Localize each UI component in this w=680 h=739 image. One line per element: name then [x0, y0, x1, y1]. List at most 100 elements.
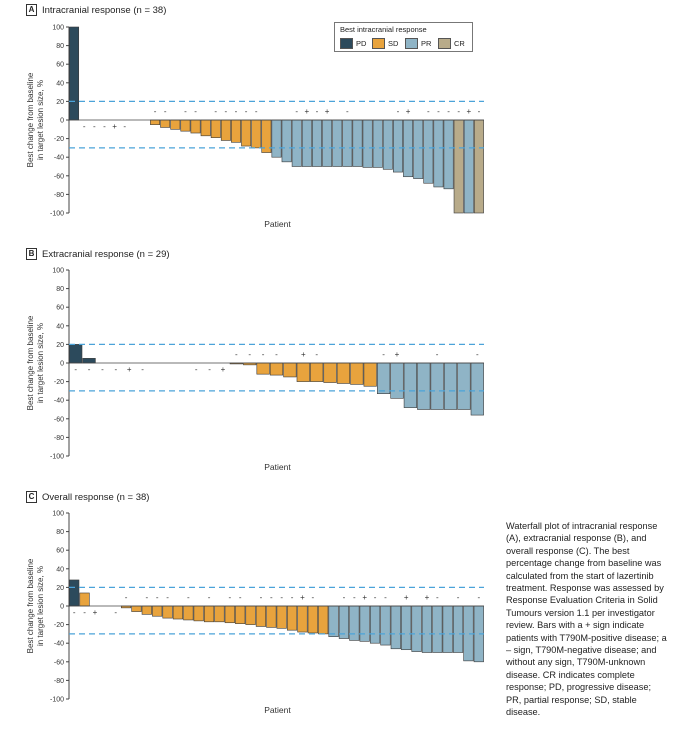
y-axis-label-line2: in target lesion size, %	[36, 566, 45, 646]
bar	[349, 605, 360, 641]
bar	[310, 362, 324, 382]
bar-sign: -	[184, 107, 187, 116]
bar-sign: -	[194, 107, 197, 116]
y-axis-label-line2: in target lesion size, %	[36, 80, 45, 160]
bar-sign: -	[295, 107, 298, 116]
y-tick-label: 100	[52, 25, 64, 32]
bar	[322, 119, 333, 167]
y-tick-label: -100	[50, 454, 64, 461]
legend-swatch-pr	[405, 38, 418, 49]
y-tick-label: -40	[54, 398, 64, 405]
y-tick-label: 20	[56, 585, 64, 592]
bar-sign: -	[275, 350, 278, 359]
y-axis-label-line1: Best change from baseline	[26, 315, 35, 410]
bar	[200, 119, 211, 137]
bar-sign: -	[457, 107, 460, 116]
bar	[332, 119, 343, 167]
y-tick-label: -60	[54, 173, 64, 180]
bar-sign: -	[88, 365, 91, 374]
bar	[377, 362, 391, 394]
bar-sign: -	[214, 107, 217, 116]
bar-sign: -	[476, 350, 479, 359]
x-axis-label: Patient	[264, 705, 291, 715]
bar	[363, 362, 377, 387]
bar	[443, 362, 458, 410]
bar-sign: -	[235, 107, 238, 116]
bar-sign: -	[83, 122, 86, 131]
bar-sign: -	[123, 122, 126, 131]
y-tick-label: -20	[54, 379, 64, 386]
y-tick-label: -100	[50, 211, 64, 218]
bar-sign: -	[248, 350, 251, 359]
y-tick-label: -100	[50, 697, 64, 704]
bar-sign: -	[208, 593, 211, 602]
bar	[231, 119, 241, 143]
bar-sign: -	[225, 107, 228, 116]
bar-sign: -	[83, 608, 86, 617]
bar-sign: +	[127, 365, 132, 374]
y-tick-label: 40	[56, 80, 64, 87]
y-tick-label: -80	[54, 192, 64, 199]
bar	[393, 119, 403, 173]
legend-item-pd: PD	[340, 38, 366, 49]
bar	[271, 119, 282, 158]
y-tick-label: 0	[60, 118, 64, 125]
bar-sign: -	[195, 365, 198, 374]
legend-swatch-pd	[340, 38, 353, 49]
y-tick-label: 80	[56, 529, 64, 536]
bar	[307, 605, 318, 634]
bar-sign: -	[384, 593, 387, 602]
bar	[210, 119, 221, 138]
bar	[150, 119, 160, 125]
bar	[69, 344, 83, 364]
bar	[401, 605, 412, 651]
bar	[362, 119, 373, 168]
bar	[380, 605, 391, 646]
y-tick-label: -40	[54, 155, 64, 162]
bar	[359, 605, 370, 642]
bar-sign: -	[187, 593, 190, 602]
bar	[421, 605, 433, 653]
bar	[256, 362, 270, 375]
bar	[193, 605, 204, 622]
bar-sign: -	[228, 593, 231, 602]
bar-sign: -	[115, 365, 118, 374]
legend-swatch-cr	[438, 38, 451, 49]
y-tick-label: 40	[56, 566, 64, 573]
bar-sign: -	[103, 122, 106, 131]
bar	[336, 362, 351, 384]
y-tick-label: -60	[54, 659, 64, 666]
bar	[390, 605, 401, 650]
y-tick-label: 20	[56, 342, 64, 349]
legend: Best intracranial response PD SD PR CR	[334, 22, 473, 52]
bar	[160, 119, 171, 128]
bar-sign: +	[301, 350, 306, 359]
bar	[69, 26, 80, 121]
bar	[297, 605, 308, 633]
bar-sign: -	[477, 593, 480, 602]
y-tick-label: 80	[56, 43, 64, 50]
bar	[79, 592, 90, 607]
y-tick-label: 100	[52, 511, 64, 518]
x-axis-label: Patient	[264, 219, 291, 229]
bar	[413, 119, 424, 179]
bar	[251, 119, 262, 149]
x-axis-label: Patient	[264, 462, 291, 472]
bar	[463, 119, 474, 214]
bar-sign: +	[300, 593, 305, 602]
y-axis-label-line2: in target lesion size, %	[36, 323, 45, 403]
bar	[162, 605, 173, 619]
y-axis-label-line1: Best change from baseline	[26, 72, 35, 167]
legend-item-pr: PR	[405, 38, 431, 49]
bar-sign: -	[343, 593, 346, 602]
bar-sign: -	[346, 107, 349, 116]
bar-sign: -	[164, 107, 167, 116]
legend-label-cr: CR	[454, 39, 465, 48]
bar	[180, 119, 191, 132]
bar	[170, 119, 181, 130]
bar-sign: -	[245, 107, 248, 116]
legend-title: Best intracranial response	[340, 25, 427, 34]
bar-sign: -	[436, 593, 439, 602]
bar	[442, 605, 453, 653]
